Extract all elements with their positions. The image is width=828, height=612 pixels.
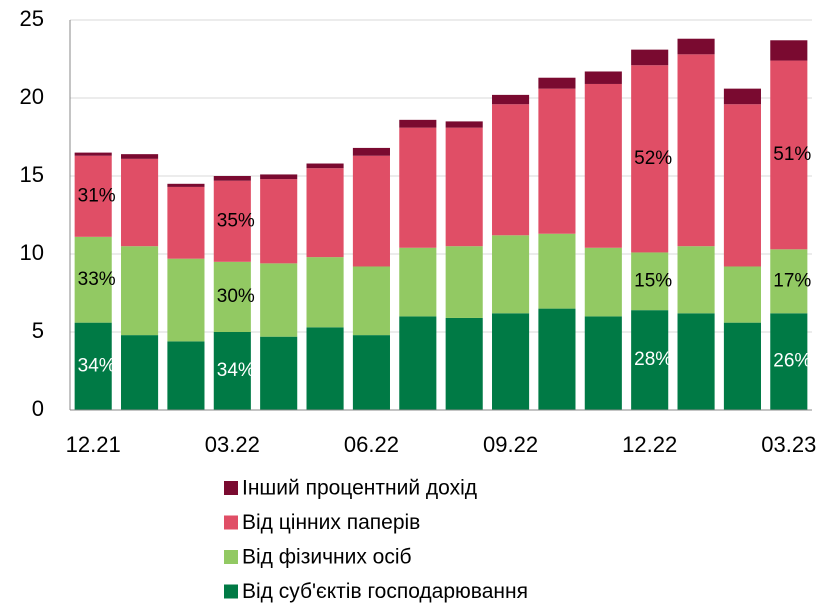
bar-segment xyxy=(770,313,808,410)
data-label: 28% xyxy=(634,349,672,370)
legend-swatch xyxy=(224,515,238,530)
bar-segment xyxy=(260,179,298,264)
x-tick-label: 12.22 xyxy=(622,432,677,457)
bar-segment xyxy=(631,252,669,311)
bar-segment xyxy=(121,246,159,336)
y-tick-label: 20 xyxy=(20,84,44,109)
bar-segment xyxy=(492,235,530,314)
bar-segment xyxy=(167,341,205,410)
data-label: 31% xyxy=(78,185,116,206)
bar-segment xyxy=(306,257,344,328)
bar-segment xyxy=(213,180,251,262)
bar-segment xyxy=(677,246,715,314)
data-label: 26% xyxy=(773,351,811,372)
data-label: 52% xyxy=(634,148,672,169)
bar-segment xyxy=(260,263,298,337)
bar-segment xyxy=(677,54,715,247)
data-label: 35% xyxy=(217,210,255,231)
bar-segment xyxy=(306,163,344,169)
bar-segment xyxy=(399,127,437,248)
bar-segment xyxy=(677,38,715,55)
bar-segment xyxy=(445,127,483,247)
y-tick-label: 15 xyxy=(20,162,44,187)
bar-segment xyxy=(538,88,576,234)
bar-segment xyxy=(445,317,483,410)
bar-segment xyxy=(167,258,205,342)
bar-segment xyxy=(167,183,205,187)
x-tick-label: 03.22 xyxy=(205,432,260,457)
bar-segment xyxy=(492,94,530,105)
legend-swatch xyxy=(224,550,238,564)
y-tick-label: 0 xyxy=(32,396,44,421)
bar-segment xyxy=(584,316,622,410)
bar-segment xyxy=(631,65,669,253)
bar-segment xyxy=(399,316,437,410)
data-label: 15% xyxy=(634,270,672,291)
bar-segment xyxy=(306,327,344,410)
bar-segment xyxy=(213,332,251,410)
bar-segment xyxy=(723,266,761,323)
bar-segment xyxy=(121,154,159,159)
legend-swatch xyxy=(224,584,238,599)
bar-segment xyxy=(352,155,390,267)
bar-segment xyxy=(770,60,808,250)
data-label: 17% xyxy=(773,270,811,291)
y-tick-label: 25 xyxy=(20,6,44,31)
bar-segment xyxy=(74,152,112,156)
data-label: 30% xyxy=(217,286,255,307)
legend-swatch xyxy=(224,481,238,495)
bar-segment xyxy=(538,233,576,309)
bar-segment xyxy=(723,104,761,267)
bar-segment xyxy=(677,313,715,410)
bar-segment xyxy=(445,246,483,318)
bar-segment xyxy=(538,77,576,89)
bar-segment xyxy=(723,322,761,410)
bar-segment xyxy=(584,71,622,84)
bar-segment xyxy=(584,247,622,317)
data-label: 34% xyxy=(78,355,116,376)
x-tick-label: 03.23 xyxy=(761,432,816,457)
bar-segment xyxy=(74,322,112,410)
bar-segment xyxy=(631,310,669,410)
bar-segment xyxy=(121,335,159,410)
data-label: 51% xyxy=(773,144,811,165)
legend-label: Від фізичних осіб xyxy=(242,546,412,569)
bar-segment xyxy=(723,88,761,105)
bar-segment xyxy=(492,104,530,236)
bar-segment xyxy=(121,158,159,247)
legend-label: Від суб'єктів господарювання xyxy=(242,580,528,603)
bar-segment xyxy=(352,147,390,156)
x-tick-label: 06.22 xyxy=(344,432,399,457)
bar-segment xyxy=(770,40,808,61)
bar-segment xyxy=(352,335,390,410)
bar-segment xyxy=(445,121,483,128)
y-tick-label: 10 xyxy=(20,240,44,265)
bar-segment xyxy=(260,336,298,410)
x-tick-label: 09.22 xyxy=(483,432,538,457)
data-label: 33% xyxy=(78,269,116,290)
data-label: 34% xyxy=(217,360,255,381)
bar-segment xyxy=(213,261,251,332)
bar-segment xyxy=(260,174,298,180)
bar-segment xyxy=(538,308,576,410)
bar-segment xyxy=(352,266,390,336)
bar-segment xyxy=(584,83,622,248)
bar-segment xyxy=(306,168,344,258)
bar-segment xyxy=(74,155,112,237)
bar-segment xyxy=(770,249,808,314)
x-tick-label: 12.21 xyxy=(66,432,121,457)
bar-segment xyxy=(399,119,437,128)
bar-segment xyxy=(167,186,205,259)
bar-segment xyxy=(492,313,530,410)
bar-segment xyxy=(213,176,251,181)
bar-segment xyxy=(399,247,437,317)
legend-label: Від цінних паперів xyxy=(242,511,420,534)
legend-label: Інший процентний дохід xyxy=(242,477,477,500)
bar-segment xyxy=(74,236,112,323)
y-tick-label: 5 xyxy=(32,318,44,343)
bar-segment xyxy=(631,49,669,66)
